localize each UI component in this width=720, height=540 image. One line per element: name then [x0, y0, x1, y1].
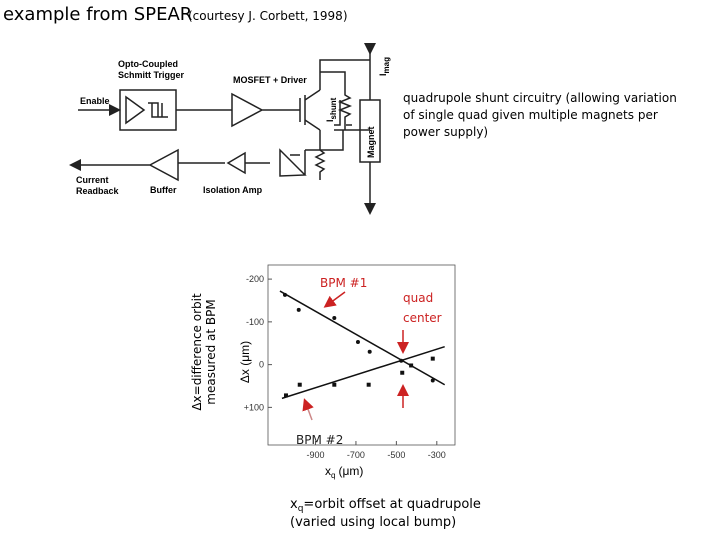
plot: Δx (μm) xq (μm) — [238, 264, 456, 480]
circuit: Opto-Coupled Schmitt Trigger MOSFET + Dr… — [72, 43, 391, 215]
credit: (courtesy J. Corbett, 1998) — [188, 9, 348, 23]
point — [282, 292, 287, 297]
caption-line: of single quad given multiple magnets pe… — [403, 108, 658, 122]
point — [367, 349, 372, 354]
y-tick-label: -100 — [246, 317, 264, 327]
point — [399, 358, 404, 363]
x-tick-label: -500 — [387, 450, 405, 460]
caption-line: power supply) — [403, 125, 488, 139]
arrow — [323, 291, 346, 308]
label: Imag — [378, 57, 391, 76]
caption: quadrupole shunt circuitry (allowing var… — [403, 91, 677, 139]
label: Opto-Coupled — [118, 59, 178, 69]
y-axis-label: Δx (μm) — [238, 341, 252, 383]
annotation: center — [403, 311, 442, 325]
annotation: quad — [403, 291, 433, 305]
point — [332, 316, 337, 321]
label: Current — [76, 175, 109, 185]
point — [355, 339, 360, 344]
point — [409, 363, 414, 368]
label: Buffer — [150, 185, 177, 195]
x-axis-label: xq (μm) — [325, 464, 363, 480]
y-tick-label: +100 — [244, 402, 264, 412]
label: Readback — [76, 186, 120, 196]
x-tick-label: -300 — [428, 450, 446, 460]
point — [366, 382, 371, 387]
point — [297, 382, 302, 387]
label: Isolation Amp — [203, 185, 263, 195]
point — [332, 382, 337, 387]
arrow — [302, 398, 314, 421]
point — [430, 378, 435, 383]
label: Ishunt — [325, 97, 338, 122]
point — [400, 370, 405, 375]
fit-line — [281, 345, 445, 400]
point — [430, 356, 435, 361]
y-tick-label: -200 — [246, 274, 264, 284]
x-tick-label: -900 — [307, 450, 325, 460]
y-tick-label: 0 — [259, 360, 264, 370]
plot-frame — [267, 264, 456, 446]
y-note: Δx=difference orbit — [190, 293, 204, 411]
annotation: BPM #2 — [296, 433, 343, 447]
point — [296, 307, 301, 312]
annotation: BPM #1 — [320, 276, 367, 290]
label: Schmitt Trigger — [118, 70, 185, 80]
x-tick-label: -700 — [347, 450, 365, 460]
label: MOSFET + Driver — [233, 75, 307, 85]
x-note: (varied using local bump) — [290, 515, 456, 530]
label: Enable — [80, 96, 110, 106]
y-note: measured at BPM — [204, 299, 218, 404]
point — [283, 393, 288, 398]
caption-line: quadrupole shunt circuitry (allowing var… — [403, 91, 677, 105]
label: Magnet — [366, 126, 376, 158]
title: example from SPEAR — [3, 4, 192, 25]
fit-line — [279, 290, 446, 386]
x-note: xq=orbit offset at quadrupole — [290, 497, 481, 514]
